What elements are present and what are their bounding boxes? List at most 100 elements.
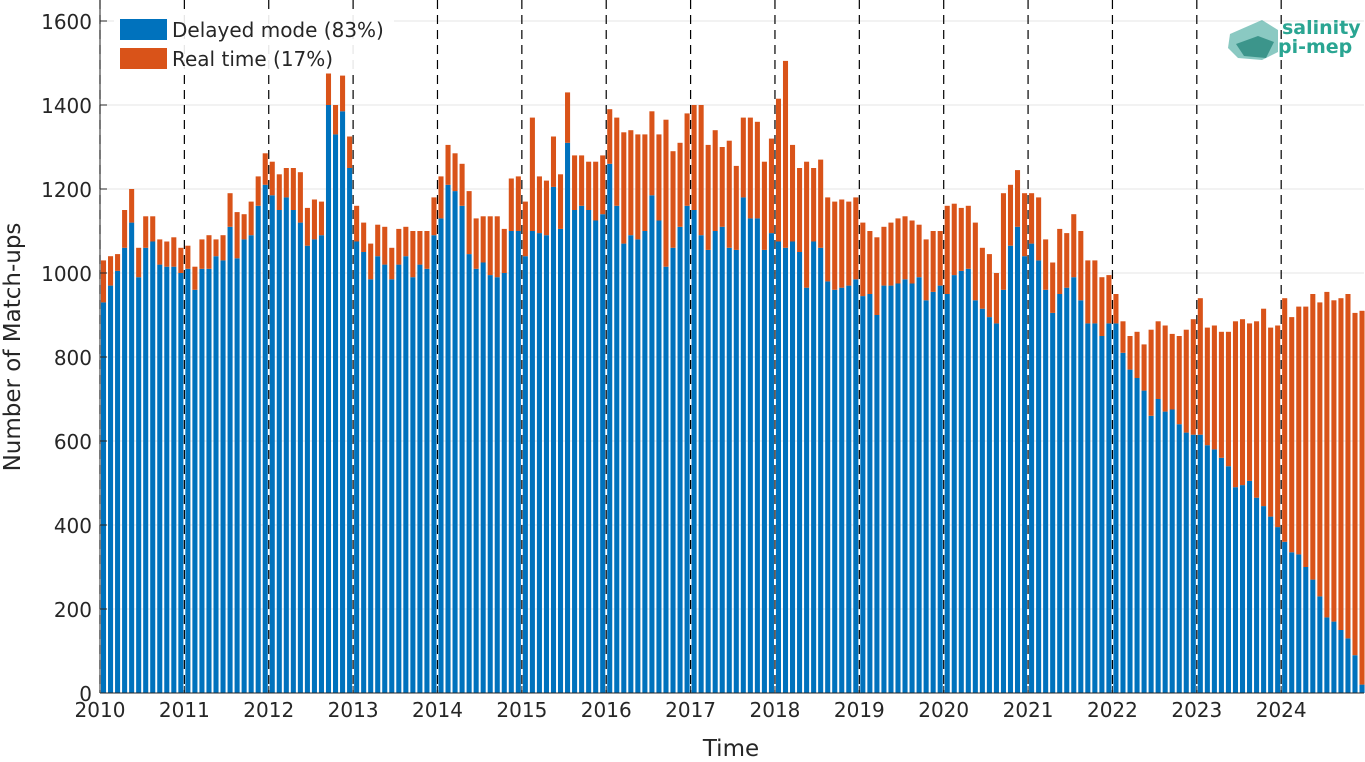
bar-realtime: [754, 121, 760, 219]
bar-delayed: [930, 291, 936, 693]
bar-realtime: [452, 153, 458, 192]
bar-realtime: [199, 239, 205, 269]
x-tick-label: 2019: [834, 698, 885, 722]
bar-delayed: [234, 258, 240, 693]
bar-delayed: [902, 279, 908, 693]
bar-realtime: [1324, 291, 1330, 618]
bar-delayed: [958, 270, 964, 693]
bar-delayed: [192, 289, 198, 693]
bar-delayed: [867, 294, 873, 693]
bar-delayed: [1289, 552, 1295, 693]
bar-delayed: [635, 239, 641, 693]
bar-realtime: [410, 231, 416, 278]
bar-realtime: [895, 218, 901, 284]
bar-delayed: [325, 105, 332, 693]
bar-delayed: [1141, 390, 1147, 693]
bar-realtime: [424, 231, 430, 269]
bar-delayed: [480, 262, 486, 693]
bar-realtime: [1190, 319, 1196, 435]
bar-realtime: [438, 176, 444, 219]
bar-delayed: [115, 270, 121, 693]
bar-delayed: [347, 168, 353, 693]
bar-realtime: [1261, 308, 1267, 507]
bar-realtime: [1282, 298, 1288, 542]
bar-delayed: [206, 268, 212, 693]
bar-delayed: [993, 323, 999, 693]
x-tick-label: 2013: [328, 698, 379, 722]
bar-delayed: [1014, 226, 1021, 694]
bar-realtime: [705, 144, 711, 250]
bar-delayed: [536, 233, 542, 693]
bar-delayed: [881, 285, 887, 693]
bar-realtime: [269, 161, 275, 196]
bar-delayed: [832, 289, 838, 693]
bar-realtime: [677, 142, 683, 227]
bar-delayed: [354, 241, 360, 693]
bar-realtime: [1275, 325, 1281, 528]
bar-realtime: [1289, 317, 1295, 553]
bar-realtime: [1197, 298, 1203, 435]
bar-delayed: [853, 279, 859, 693]
bar-delayed: [916, 277, 922, 693]
x-tick-label: 2016: [581, 698, 632, 722]
bar-delayed: [417, 264, 423, 693]
bar-realtime: [860, 222, 866, 297]
bar-realtime: [515, 176, 521, 231]
bar-realtime: [712, 130, 718, 231]
bar-realtime: [600, 155, 606, 215]
bar-delayed: [698, 235, 704, 693]
bar-delayed: [621, 243, 627, 693]
bar-realtime: [656, 134, 662, 221]
bar-delayed: [255, 205, 261, 694]
bar-delayed: [445, 184, 451, 694]
bar-realtime: [136, 247, 142, 278]
bar-realtime: [846, 201, 852, 286]
bar-realtime: [1007, 184, 1014, 246]
x-tick-label: 2024: [1256, 698, 1307, 722]
bar-delayed: [1197, 434, 1203, 693]
bar-realtime: [804, 161, 810, 288]
bar-realtime: [853, 197, 859, 280]
bar-realtime: [1254, 321, 1260, 498]
bar-delayed: [1254, 497, 1260, 693]
bar-delayed: [754, 218, 760, 693]
bar-realtime: [487, 216, 493, 276]
bar-delayed: [649, 195, 655, 694]
bar-delayed: [1239, 485, 1246, 693]
bar-realtime: [1303, 306, 1309, 567]
y-axis-label: Number of Match-ups: [0, 223, 26, 472]
bar-delayed: [1057, 294, 1063, 693]
y-tick-label: 200: [54, 598, 92, 622]
bar-realtime: [1148, 329, 1154, 416]
bar-delayed: [241, 239, 247, 693]
bar-delayed: [733, 249, 739, 693]
bar-realtime: [628, 130, 634, 236]
bar-delayed: [1310, 579, 1316, 693]
bar-delayed: [389, 279, 395, 693]
bar-delayed: [775, 241, 782, 693]
bar-realtime: [761, 161, 767, 250]
bar-delayed: [874, 315, 880, 693]
bar-delayed: [1092, 323, 1098, 693]
bar-realtime: [797, 168, 803, 252]
bar-delayed: [129, 222, 135, 693]
bar-realtime: [614, 117, 620, 206]
bar-delayed: [1176, 424, 1182, 693]
bar-realtime: [389, 247, 395, 280]
x-tick-label: 2021: [1003, 698, 1054, 722]
bar-delayed: [712, 231, 718, 693]
bar-delayed: [797, 252, 803, 693]
bar-delayed: [790, 241, 796, 693]
bar-delayed: [895, 283, 901, 693]
bar-delayed: [768, 233, 774, 693]
bar-delayed: [761, 249, 767, 693]
bar-realtime: [318, 201, 325, 236]
bar-delayed: [747, 218, 753, 693]
bar-realtime: [782, 60, 789, 248]
bar-realtime: [347, 136, 353, 168]
bar-realtime: [930, 231, 936, 292]
bar-realtime: [333, 105, 339, 135]
bar-delayed: [550, 186, 557, 693]
bar-delayed: [501, 273, 507, 693]
